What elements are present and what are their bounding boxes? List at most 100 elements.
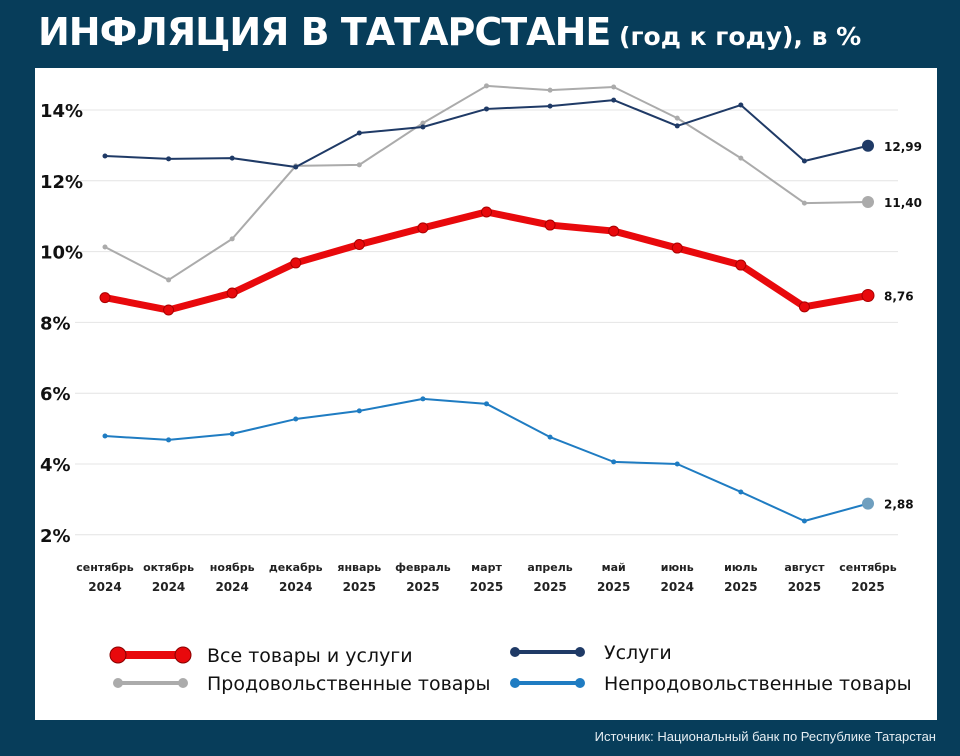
data-point <box>484 106 489 112</box>
legend-label: Продовольственные товары <box>207 673 490 695</box>
data-point <box>801 518 807 524</box>
end-value-label: 2,88 <box>884 498 914 512</box>
data-point <box>608 225 620 237</box>
data-point <box>801 200 807 206</box>
x-tick-label-year: 2024 <box>661 580 694 594</box>
source-note: Источник: Национальный банк по Республик… <box>594 729 936 744</box>
title-sub: (год к году), в % <box>610 22 862 51</box>
data-point <box>229 431 235 437</box>
data-point <box>738 102 744 108</box>
x-tick-label-year: 2025 <box>406 580 439 594</box>
data-point <box>798 301 810 313</box>
data-point <box>166 277 172 283</box>
x-tick-label-year: 2024 <box>88 580 121 594</box>
data-point <box>738 489 744 495</box>
title-main: ИНФЛЯЦИЯ В ТАТАРСТАНЕ <box>38 10 611 54</box>
data-point <box>102 244 108 250</box>
data-point <box>544 219 556 231</box>
data-point <box>801 158 807 164</box>
legend-swatch-dot <box>113 678 123 688</box>
legend-swatch-dot <box>510 647 520 657</box>
x-tick-label-year: 2024 <box>215 580 248 594</box>
legend-swatch-dot <box>174 646 192 664</box>
x-tick-label-month: сентябрь <box>839 561 897 574</box>
data-point <box>674 123 680 129</box>
end-value-label: 8,76 <box>884 289 914 303</box>
data-point <box>356 408 362 414</box>
x-tick-label-year: 2025 <box>470 580 503 594</box>
data-point <box>547 87 553 93</box>
data-point <box>290 257 302 269</box>
x-tick-label-month: сентябрь <box>76 561 134 574</box>
data-point <box>166 156 172 162</box>
legend-swatch-dot <box>178 678 188 688</box>
x-tick-label-month: май <box>602 561 626 574</box>
x-tick-label-month: июнь <box>661 561 694 574</box>
legend-label: Все товары и услуги <box>207 645 413 667</box>
data-point <box>611 97 617 103</box>
data-point <box>735 259 747 271</box>
data-point <box>293 164 299 170</box>
x-tick-label-month: февраль <box>395 561 451 574</box>
y-tick-label: 8% <box>40 313 71 334</box>
x-tick-label-year: 2025 <box>533 580 566 594</box>
legend-swatch-dot <box>109 646 127 664</box>
data-point <box>611 84 617 90</box>
data-point <box>484 401 489 407</box>
data-point <box>229 155 235 161</box>
y-tick-label: 2% <box>40 526 71 547</box>
data-point <box>356 130 362 136</box>
legend-label: Услуги <box>604 642 672 664</box>
legend-swatch-dot <box>510 678 520 688</box>
y-tick-label: 10% <box>40 243 83 264</box>
data-point <box>481 206 492 218</box>
end-value-label: 12,99 <box>884 140 922 154</box>
data-point <box>293 416 299 422</box>
legend-swatch-dot <box>575 647 585 657</box>
end-value-label: 11,40 <box>884 196 922 210</box>
data-point <box>166 437 172 443</box>
x-tick-label-year: 2024 <box>279 580 312 594</box>
data-point <box>611 459 617 465</box>
data-point <box>356 162 362 168</box>
x-tick-label-month: июль <box>724 561 757 574</box>
data-point <box>417 222 429 234</box>
data-point <box>674 461 680 467</box>
data-point <box>547 434 553 440</box>
series-line-3 <box>104 397 869 522</box>
data-point <box>862 139 874 152</box>
data-point <box>353 239 365 251</box>
data-point <box>674 115 680 121</box>
x-tick-label-year: 2024 <box>152 580 185 594</box>
data-point <box>738 155 744 161</box>
data-point <box>420 124 426 130</box>
y-tick-label: 6% <box>40 384 71 405</box>
x-tick-label-month: апрель <box>527 561 572 574</box>
legend-label: Непродовольственные товары <box>604 673 912 695</box>
series-line-0 <box>104 208 869 314</box>
x-tick-label-year: 2025 <box>788 580 821 594</box>
x-tick-label-month: январь <box>337 561 381 574</box>
data-point <box>861 288 875 302</box>
y-tick-label: 4% <box>40 455 71 476</box>
x-tick-label-year: 2025 <box>851 580 884 594</box>
x-tick-label-year: 2025 <box>597 580 630 594</box>
data-point <box>484 83 489 89</box>
legend-swatch-dot <box>575 678 585 688</box>
data-point <box>671 242 683 254</box>
data-point <box>862 196 874 209</box>
data-point <box>102 153 108 159</box>
data-point <box>226 287 238 299</box>
x-tick-label-month: декабрь <box>269 561 323 574</box>
data-point <box>99 292 111 304</box>
x-tick-label-month: март <box>471 561 502 574</box>
data-point <box>420 120 426 126</box>
x-tick-label-year: 2025 <box>724 580 757 594</box>
x-tick-label-month: август <box>784 561 825 574</box>
data-point <box>102 433 108 439</box>
chart-panel <box>35 68 937 720</box>
chart-title: ИНФЛЯЦИЯ В ТАТАРСТАНЕ (год к году), в % <box>38 10 861 54</box>
x-tick-label-month: ноябрь <box>210 561 255 574</box>
data-point <box>420 396 426 402</box>
